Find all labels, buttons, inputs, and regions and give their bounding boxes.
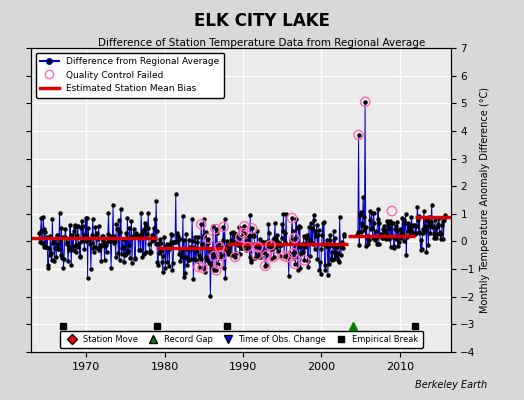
Point (239, 230, 247, 236)
Point (197, 221, 205, 228)
Point (215, 244, 224, 250)
Point (211, 226, 220, 232)
Text: ELK CITY LAKE: ELK CITY LAKE (194, 12, 330, 30)
Point (361, 99, 369, 105)
Point (204, 236, 213, 242)
Point (290, 235, 299, 241)
Text: Difference of Station Temperature Data from Regional Average: Difference of Station Temperature Data f… (99, 38, 425, 48)
Point (219, 224, 227, 230)
Point (198, 265, 206, 271)
Point (283, 254, 291, 260)
Point (354, 132, 363, 138)
Legend: Station Move, Record Gap, Time of Obs. Change, Empirical Break: Station Move, Record Gap, Time of Obs. C… (60, 330, 422, 348)
Point (291, 261, 299, 267)
Y-axis label: Monthly Temperature Anomaly Difference (°C): Monthly Temperature Anomaly Difference (… (480, 87, 490, 313)
Point (243, 244, 252, 250)
Point (231, 254, 239, 260)
Point (236, 234, 245, 240)
Point (300, 257, 309, 264)
Point (210, 253, 219, 259)
Point (248, 225, 256, 232)
Point (266, 242, 275, 248)
Point (212, 267, 221, 274)
Point (280, 253, 288, 259)
Point (240, 223, 248, 230)
Point (289, 250, 298, 256)
Point (388, 208, 396, 214)
Point (263, 252, 271, 258)
Point (288, 215, 296, 221)
Point (194, 264, 203, 270)
Point (254, 244, 262, 250)
Point (217, 252, 226, 258)
Point (269, 254, 278, 260)
Point (214, 261, 222, 267)
Point (253, 252, 261, 258)
Point (261, 263, 269, 269)
Text: Berkeley Earth: Berkeley Earth (415, 380, 487, 390)
